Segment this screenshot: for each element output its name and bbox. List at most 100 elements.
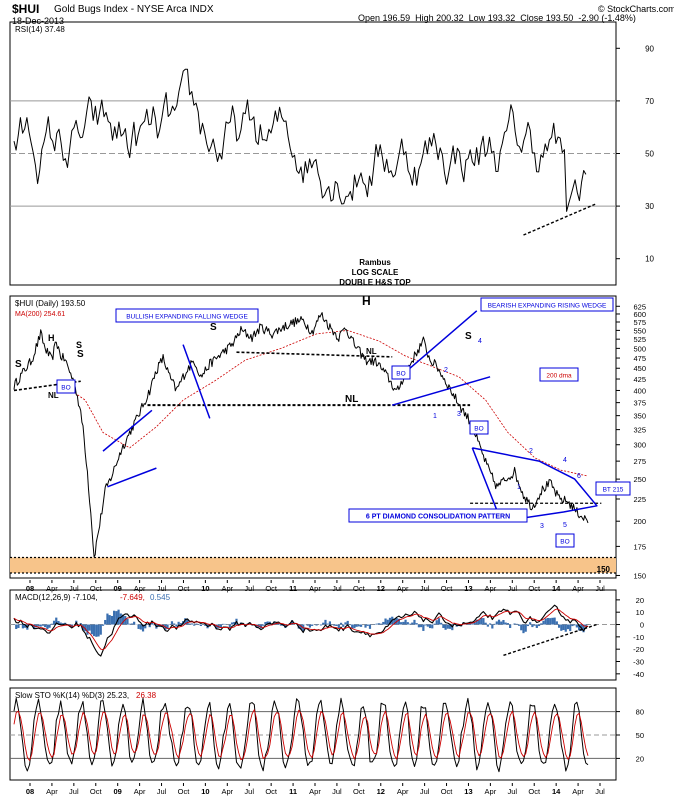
x-axis-label: Oct [528, 787, 541, 796]
index-name: Gold Bugs Index - NYSE Arca INDX [54, 4, 214, 15]
annotation-rambus: Rambus [359, 258, 391, 267]
breakout-label-box [391, 365, 411, 380]
rsi-tick-label: 50 [645, 150, 654, 159]
x-axis-label: Apr [221, 584, 233, 593]
breakout-label: BO [396, 371, 405, 378]
price-legend: $HUI (Daily) 193.50 [15, 299, 86, 308]
x-axis-label: Apr [485, 584, 497, 593]
rsi-tick-label: 10 [645, 255, 654, 264]
x-axis-label: Apr [46, 584, 58, 593]
x-axis-label: Oct [265, 584, 278, 593]
x-axis-label: Apr [397, 787, 409, 796]
x-axis-label: Jul [157, 584, 167, 593]
change-value: -2.90 (-1.48%) [578, 13, 636, 23]
x-axis-label: 08 [26, 787, 34, 796]
ma-legend: MA(200) 254.61 [15, 311, 65, 318]
x-axis-label: 10 [201, 787, 209, 796]
macd-tick-label: -30 [633, 658, 644, 667]
x-axis-label: Jul [157, 787, 167, 796]
macd-trendline [503, 623, 598, 657]
x-axis-label: Apr [572, 584, 584, 593]
x-axis-label: Jul [244, 584, 254, 593]
pattern-point-label: 2 [444, 367, 448, 374]
x-axis-label: Oct [353, 787, 366, 796]
shoulder-label: S [210, 322, 217, 333]
sto-legend: Slow STO %K(14) %D(3) 25.23, [15, 691, 129, 700]
watermark: © StockCharts.com [598, 4, 674, 14]
x-axis-label: Oct [178, 787, 191, 796]
x-axis-label: Apr [221, 787, 233, 796]
price-tick-label: 325 [633, 426, 646, 435]
dma-label-box [539, 367, 579, 382]
x-axis-label: Jul [244, 787, 254, 796]
annotation-log-scale: LOG SCALE [352, 268, 399, 277]
price-tick-label: 175 [633, 542, 646, 551]
x-axis-label: Apr [134, 584, 146, 593]
price-tick-label: 375 [633, 399, 646, 408]
x-axis-label: 08 [26, 584, 34, 593]
price-tick-label: 225 [633, 495, 646, 504]
x-axis-label: Oct [441, 787, 454, 796]
x-axis-label: 13 [464, 584, 472, 593]
x-axis-label: Apr [485, 787, 497, 796]
x-axis-label: Jul [508, 584, 518, 593]
shoulder-label: S [15, 359, 22, 370]
x-axis-label: Jul [332, 584, 342, 593]
x-axis-label: Apr [572, 787, 584, 796]
neckline-label: NL [366, 347, 377, 356]
x-axis-label: Jul [420, 787, 430, 796]
macd-tick-label: -20 [633, 645, 644, 654]
wedge-line [107, 467, 157, 488]
x-axis-label: 12 [377, 584, 385, 593]
chart-date: 18-Dec-2013 [12, 16, 65, 26]
sto-d-line [13, 709, 589, 761]
bearish-wedge-label: BEARISH EXPANDING RISING WEDGE [488, 303, 607, 310]
wedge-line [182, 344, 211, 419]
head-label: H [362, 294, 371, 308]
sto-k-line [13, 697, 589, 773]
price-tick-label: 425 [633, 375, 646, 384]
price-tick-label: 275 [633, 457, 646, 466]
price-tick-label: 625 [633, 302, 646, 311]
pattern-point-label: 2 [529, 448, 533, 455]
signal-legend: -7.649, [120, 593, 145, 602]
bullish-wedge-label: BULLISH EXPANDING FALLING WEDGE [126, 314, 248, 321]
price-tick-label: 250 [633, 475, 646, 484]
x-axis-label: 10 [201, 584, 209, 593]
neckline-label: NL [48, 391, 59, 400]
x-axis-label: 14 [552, 787, 561, 796]
rsi-tick-label: 30 [645, 202, 654, 211]
x-axis-label: Jul [508, 787, 518, 796]
x-axis-label: Apr [397, 584, 409, 593]
hist-legend: 0.545 [150, 593, 171, 602]
x-axis-label: Apr [46, 787, 58, 796]
low-label: Low [468, 13, 486, 23]
diamond-label-box [348, 508, 528, 523]
ma-200-line [71, 329, 589, 477]
breakout-label: BO [560, 539, 569, 546]
price-tick-label: 350 [633, 412, 646, 421]
close-value: 193.50 [545, 13, 574, 23]
rsi-series-line [13, 68, 587, 212]
price-tick-label: 300 [633, 441, 646, 450]
dma-label: 200 dma [546, 373, 572, 380]
price-tick-label: 150 [633, 571, 646, 580]
price-tick-label: 575 [633, 318, 646, 327]
bullish-wedge-label-box [115, 308, 259, 323]
low-value: 193.32 [487, 13, 516, 23]
x-axis-label: Oct [353, 584, 366, 593]
macd-tick-label: 0 [640, 621, 644, 630]
rsi-trendline [523, 202, 598, 236]
level-150-label: 150 [597, 565, 611, 574]
x-axis-label: Jul [69, 584, 79, 593]
x-axis-label: 14 [552, 584, 561, 593]
price-tick-label: 400 [633, 386, 646, 395]
breakout-label-box [555, 533, 575, 548]
x-axis-label: Jul [420, 584, 430, 593]
price-tick-label: 550 [633, 326, 646, 335]
pattern-point-label: 6 [577, 473, 581, 480]
breakout-label-box [469, 420, 489, 435]
x-axis-label: Jul [332, 787, 342, 796]
breakout-label-box [56, 379, 76, 394]
macd-tick-label: -10 [633, 633, 644, 642]
